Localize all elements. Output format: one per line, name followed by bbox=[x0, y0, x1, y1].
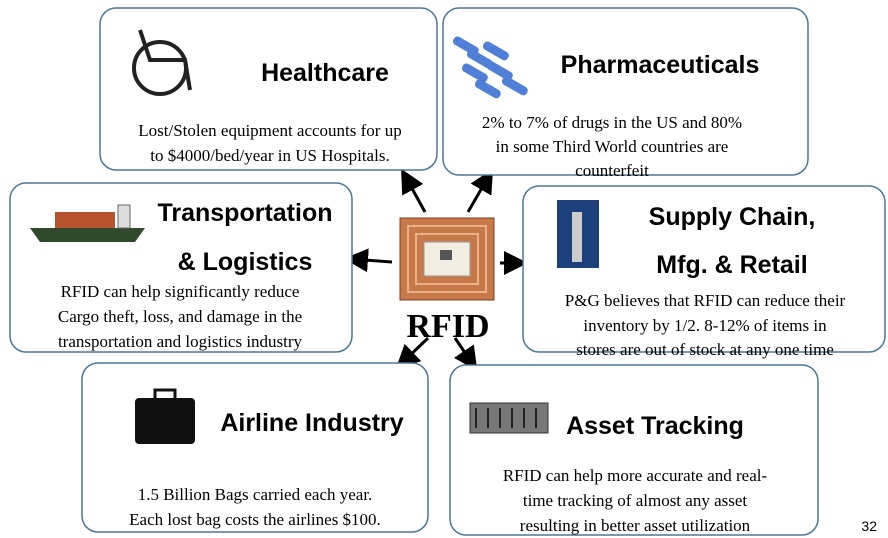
node-title: Airline Industry bbox=[220, 409, 403, 437]
center-label: RFID bbox=[406, 308, 489, 345]
node-text: stores are out of stock at any one time bbox=[576, 340, 834, 359]
node-text: 2% to 7% of drugs in the US and 80% bbox=[482, 113, 742, 132]
node-text: counterfeit bbox=[575, 161, 649, 180]
node-text: Lost/Stolen equipment accounts for up bbox=[138, 121, 401, 140]
node-text: RFID can help more accurate and real- bbox=[503, 466, 768, 485]
node-box bbox=[82, 363, 428, 532]
icon-part bbox=[572, 212, 582, 262]
node-title: Healthcare bbox=[261, 59, 389, 87]
node-text: RFID can help significantly reduce bbox=[61, 282, 300, 301]
node-text: to $4000/bed/year in US Hospitals. bbox=[150, 146, 389, 165]
node: Healthcare Lost/Stolen equipment accounts… bbox=[100, 8, 437, 170]
icon-part bbox=[55, 212, 115, 228]
node: Pharmaceuticals 2% to 7% of drugs in the … bbox=[443, 8, 808, 180]
node-icon bbox=[135, 390, 195, 444]
node-text: time tracking of almost any asset bbox=[523, 491, 748, 510]
node: Asset Tracking RFID can help more accurat… bbox=[450, 365, 818, 535]
node: Airline Industry 1.5 Billion Bags carried… bbox=[82, 363, 428, 532]
node-title: Transportation bbox=[157, 199, 332, 227]
node-title: Pharmaceuticals bbox=[561, 51, 760, 79]
icon-part bbox=[135, 398, 195, 444]
node-icon bbox=[470, 403, 548, 433]
node-text: inventory by 1/2. 8-12% of items in bbox=[583, 316, 827, 335]
rfid-chip bbox=[400, 218, 494, 300]
node-title: Asset Tracking bbox=[566, 412, 744, 440]
page-number: 32 bbox=[861, 518, 877, 534]
node-text: P&G believes that RFID can reduce their bbox=[565, 291, 846, 310]
node-text: transportation and logistics industry bbox=[58, 332, 303, 351]
node-text: 1.5 Billion Bags carried each year. bbox=[138, 485, 373, 504]
node-text: Each lost bag costs the airlines $100. bbox=[129, 510, 381, 529]
slide: RFID 32 Healthcare Lost/Stolen equipment … bbox=[0, 0, 888, 538]
icon-part bbox=[118, 205, 130, 228]
node-title: Supply Chain, bbox=[649, 203, 816, 231]
node-title: & Logistics bbox=[178, 248, 313, 276]
node: Supply Chain, Mfg. & Retail P&G believes t… bbox=[523, 186, 885, 359]
node-text: resulting in better asset utilization bbox=[520, 516, 751, 535]
icon-part bbox=[30, 228, 145, 242]
node-text: in some Third World countries are bbox=[496, 137, 729, 156]
node: Transportation & Logistics RFID can help s… bbox=[10, 183, 352, 352]
node-text: Cargo theft, loss, and damage in the bbox=[58, 307, 302, 326]
node-title: Mfg. & Retail bbox=[656, 251, 807, 279]
node-icon bbox=[557, 200, 599, 268]
